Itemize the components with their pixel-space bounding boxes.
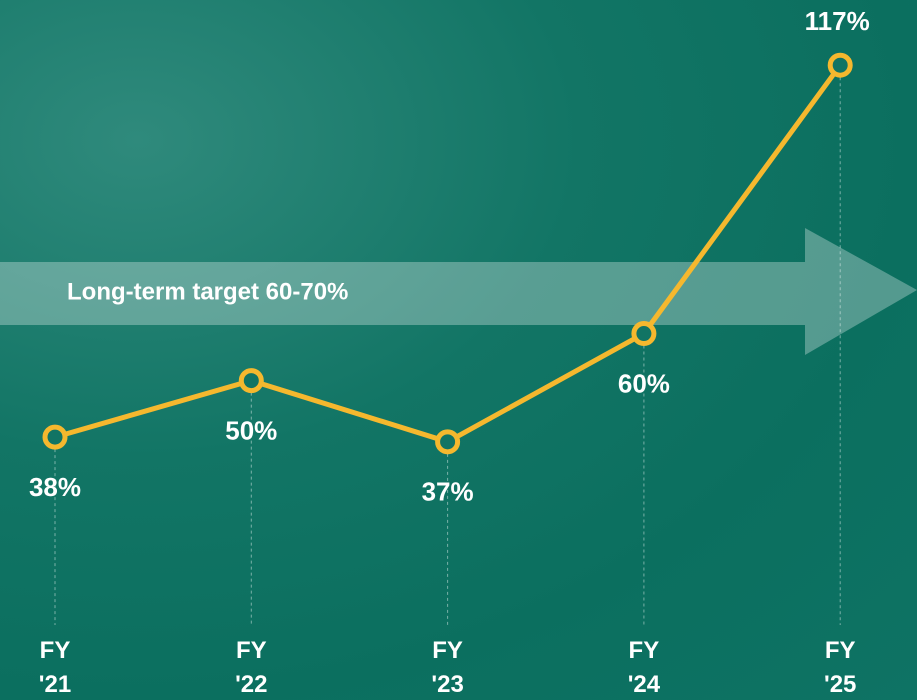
x-tick-label: FY '23 [423,634,473,700]
data-label: 37% [422,477,474,507]
point [438,432,458,452]
point [830,55,850,75]
data-label: 38% [29,472,81,502]
x-tick-label: FY '22 [226,634,276,700]
x-tick-label: FY '25 [815,634,865,700]
chart-svg: Long-term target 60-70% 38% 50% 37% 60% 117% [0,0,917,700]
point [634,324,654,344]
line [55,65,840,442]
chart: Long-term target 60-70% 38% 50% 37% 60% 117%… [0,0,917,700]
x-tick-label: FY '24 [619,634,669,700]
x-tick-label: FY '21 [30,634,80,700]
data-label: 50% [225,415,277,445]
annotation: Long-term target 60-70% [67,278,348,305]
data-label: 60% [618,368,670,398]
data-label: 117% [805,6,870,36]
point [241,371,261,391]
point [45,427,65,447]
